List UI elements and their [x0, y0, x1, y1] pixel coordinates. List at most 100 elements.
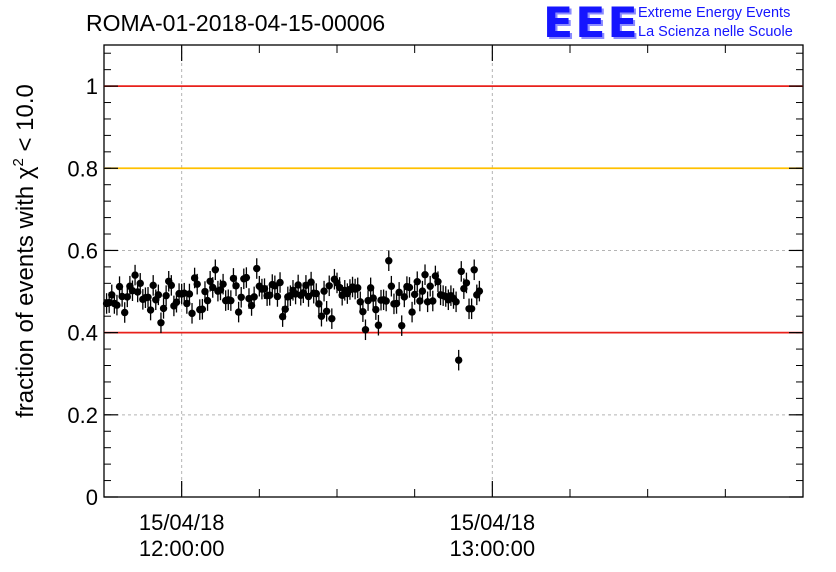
data-point — [209, 283, 217, 292]
data-point — [460, 284, 468, 293]
data-point — [136, 279, 144, 288]
data-point — [431, 272, 440, 280]
data-point — [452, 298, 460, 306]
data-point — [183, 299, 191, 308]
data-point — [149, 281, 157, 290]
data-point — [206, 277, 214, 285]
data-point — [395, 288, 403, 297]
data-point — [123, 293, 131, 301]
data-points — [102, 250, 484, 371]
data-point — [167, 281, 176, 290]
data-point — [157, 319, 165, 327]
data-point — [434, 277, 442, 286]
data-point — [211, 266, 220, 274]
data-point — [299, 289, 308, 297]
eee-logo: EEE Extreme Energy Events La Scienza nel… — [543, 0, 833, 47]
grid-layer — [104, 45, 803, 497]
data-point — [162, 291, 170, 300]
data-point — [229, 274, 238, 283]
data-point — [190, 274, 199, 282]
y-tick-label: 0.2 — [67, 403, 98, 428]
data-point — [429, 297, 437, 305]
plot-title: ROMA-01-2018-04-15-00006 — [86, 10, 386, 36]
data-point — [219, 280, 227, 288]
data-point — [322, 307, 331, 315]
data-point — [462, 279, 471, 287]
x-tick-time-label: 13:00:00 — [450, 536, 536, 561]
data-point — [410, 290, 419, 299]
data-point — [172, 298, 181, 306]
y-tick-label: 1 — [86, 74, 98, 99]
y-tick-label: 0.8 — [67, 156, 98, 181]
data-point — [400, 293, 409, 301]
data-point — [276, 278, 284, 287]
data-point — [278, 312, 287, 321]
y-tick-label: 0.4 — [67, 321, 98, 346]
data-point — [237, 293, 245, 301]
data-point — [361, 326, 370, 334]
data-point — [369, 294, 377, 302]
data-point — [115, 282, 124, 291]
data-point — [312, 289, 320, 298]
data-point — [405, 283, 414, 292]
y-axis-label-tail: < 10.0 — [12, 84, 39, 158]
data-point — [281, 305, 289, 313]
y-axis-label-superscript: 2 — [10, 158, 27, 166]
data-point — [108, 291, 116, 299]
x-tick-time-label: 12:00:00 — [139, 536, 225, 561]
data-point — [398, 321, 406, 330]
data-point — [294, 281, 302, 289]
data-point — [416, 297, 424, 305]
data-point — [260, 284, 269, 293]
data-point — [325, 282, 333, 290]
data-point — [354, 284, 362, 292]
data-point — [356, 298, 364, 306]
data-point — [426, 282, 434, 290]
data-point — [250, 293, 258, 301]
y-axis-label: fraction of events with χ2 < 10.0 — [10, 84, 39, 418]
reference-lines — [104, 85, 803, 334]
axes: 00.20.40.60.8115/04/1812:00:0015/04/1813… — [67, 45, 803, 561]
data-point — [113, 301, 121, 309]
data-point — [470, 266, 478, 274]
data-point — [421, 270, 429, 279]
data-point — [374, 321, 383, 329]
y-tick-label: 0 — [86, 485, 98, 510]
plot-frame — [103, 44, 804, 498]
data-point — [413, 277, 421, 286]
data-point — [144, 293, 152, 301]
data-point — [328, 314, 336, 323]
data-point — [467, 305, 476, 313]
data-point — [392, 299, 401, 308]
data-point — [382, 297, 390, 305]
data-point — [193, 280, 201, 288]
data-point — [146, 306, 155, 314]
data-point — [372, 305, 380, 314]
data-point — [247, 301, 256, 310]
y-axis-label-symbol: χ — [12, 166, 39, 179]
data-point — [457, 267, 465, 276]
data-point — [242, 273, 251, 282]
data-point — [232, 282, 240, 290]
data-point — [475, 287, 484, 295]
data-point — [159, 304, 168, 313]
data-point — [185, 290, 194, 298]
data-point — [454, 356, 463, 364]
data-point — [234, 308, 243, 316]
data-point — [203, 296, 212, 305]
data-point — [359, 307, 367, 316]
x-tick-date-label: 15/04/18 — [139, 510, 225, 535]
data-point — [216, 286, 225, 294]
x-tick-date-label: 15/04/18 — [450, 510, 536, 535]
data-point — [387, 282, 396, 290]
data-point — [133, 288, 142, 296]
data-point — [273, 292, 282, 301]
data-point — [320, 287, 328, 295]
data-point — [418, 287, 427, 295]
data-point — [385, 257, 393, 265]
data-point — [188, 309, 196, 318]
data-point — [131, 271, 139, 279]
logo-line-1: Extreme Energy Events — [638, 5, 791, 21]
data-point — [265, 291, 274, 299]
